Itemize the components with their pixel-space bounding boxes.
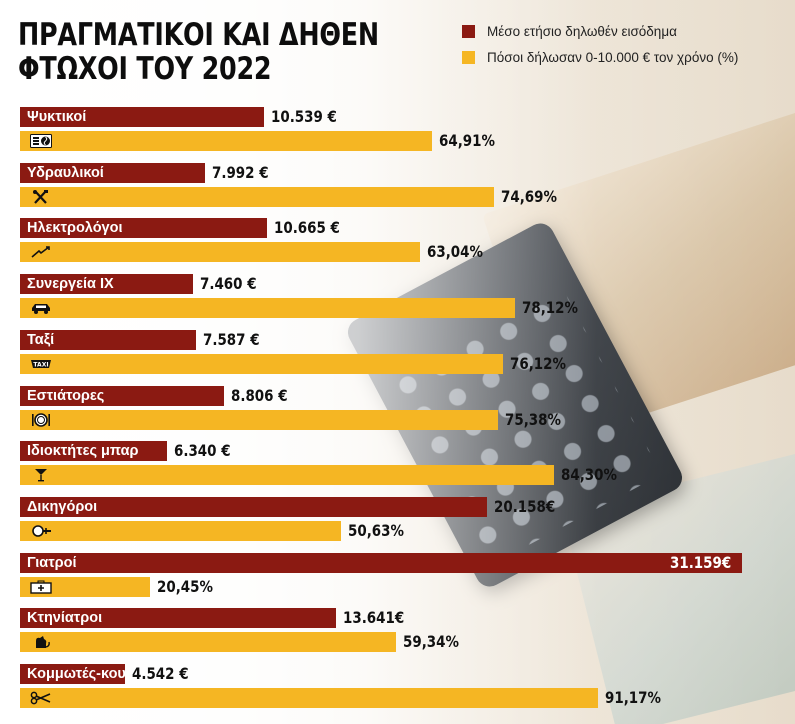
income-bar [20,385,224,406]
svg-text:TAXI: TAXI [33,361,48,368]
income-value-label: 7.992 € [212,162,269,182]
income-bar [20,664,125,684]
gavel-icon [30,524,52,538]
legend-swatch-percent [462,50,475,64]
taxi-icon: TAXI [30,357,52,371]
category-label: Ιδιοκτήτες μπαρ [27,443,139,460]
pet-icon [30,635,52,649]
percent-value-label: 76,12% [510,353,566,373]
income-bar [20,162,205,183]
percent-value-label: 64,91% [439,131,495,150]
category-label: Γιατροί [27,554,77,571]
legend-item-income: Μέσο ετήσιο δηλωθέν εισόδημα [462,23,738,39]
plate-cutlery-icon [30,412,52,427]
chart-title: ΠΡΑΓΜΑΤΙΚΟΙ ΚΑΙ ΔΗΘΕΝ ΦΤΩΧΟΙ ΤΟΥ 2022 [18,18,379,86]
legend-label-percent: Πόσοι δήλωσαν 0-10.000 € τον χρόνο (%) [487,49,739,65]
income-bar [20,218,267,239]
income-bar [20,107,264,127]
car-icon [30,301,52,315]
legend-label-income: Μέσο ετήσιο δηλωθέν εισόδημα [487,23,677,39]
scissors-icon [30,691,52,705]
legend: Μέσο ετήσιο δηλωθέν εισόδημα Πόσοι δήλωσ… [462,24,738,76]
income-value-label: 4.542 € [132,664,189,683]
category-label: Δικηγόροι [27,498,98,515]
income-bar [20,552,742,573]
percent-value-label: 59,34% [403,632,459,652]
income-value-label: 31.159€ [670,552,732,572]
percent-value-label: 84,30% [561,465,617,485]
category-label: Ψυκτικοί [27,109,87,125]
income-value-label: 13.641€ [343,608,405,628]
percent-bar [20,409,498,430]
percent-bar [20,131,432,151]
chart-title-line-1: ΠΡΑΓΜΑΤΙΚΟΙ ΚΑΙ ΔΗΘΕΝ [18,17,379,53]
legend-item-percent: Πόσοι δήλωσαν 0-10.000 € τον χρόνο (%) [462,49,739,65]
income-bar [20,608,336,629]
percent-value-label: 50,63% [348,520,404,540]
percent-bar [20,242,420,263]
percent-bar [20,186,494,207]
percent-value-label: 20,45% [157,576,213,596]
percent-value-label: 74,69% [501,186,557,206]
percent-bar [20,520,341,541]
legend-swatch-income [462,24,475,38]
category-label: Ηλεκτρολόγοι [27,220,123,237]
medical-case-icon [30,580,52,594]
tools-icon [30,189,52,204]
category-label: Υδραυλικοί [27,164,104,181]
category-label: Ταξί [27,331,55,348]
income-value-label: 20.158€ [494,496,556,516]
percent-bar [20,298,515,319]
cocktail-icon [30,468,52,482]
income-value-label: 8.806 € [231,385,288,405]
category-label: Συνεργεία ΙΧ [27,276,114,293]
fan-icon [30,134,52,148]
income-value-label: 10.539 € [271,107,337,126]
income-bar [20,274,193,295]
percent-value-label: 75,38% [505,409,561,429]
electric-icon [30,245,52,259]
category-label: Κτηνίατροι [27,610,103,627]
percent-bar [20,576,150,597]
income-value-label: 10.665 € [274,218,340,238]
income-bar [20,441,167,462]
chart-title-line-2: ΦΤΩΧΟΙ ΤΟΥ 2022 [18,51,272,87]
percent-bar [20,353,503,374]
percent-value-label: 63,04% [427,242,483,262]
percent-value-label: 91,17% [605,688,661,707]
percent-bar [20,465,554,486]
percent-bar [20,632,396,653]
category-label: Εστιάτορες [27,387,105,404]
income-bar [20,496,487,517]
income-value-label: 7.587 € [203,329,260,349]
income-bar [20,329,196,350]
income-value-label: 7.460 € [200,274,257,294]
category-label: Κομμωτές-κουρεία [27,666,155,682]
income-value-label: 6.340 € [174,441,231,461]
percent-bar [20,688,598,708]
percent-value-label: 78,12% [522,298,578,318]
